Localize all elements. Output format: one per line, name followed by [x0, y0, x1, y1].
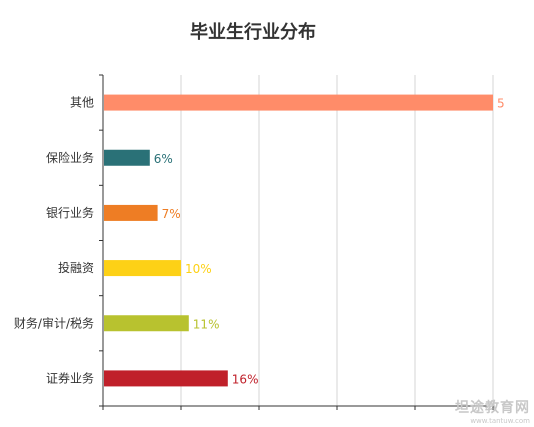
- category-label: 保险业务: [46, 150, 94, 165]
- category-label: 银行业务: [46, 205, 94, 220]
- value-label: 7%: [162, 207, 181, 221]
- watermark: 坦途教育网 www.tantuw.com: [455, 397, 530, 425]
- bars: [104, 94, 493, 387]
- bar-0: [104, 94, 493, 111]
- category-label: 投融资: [58, 260, 94, 275]
- value-label: 5: [497, 97, 505, 111]
- labels: 其他 5 保险业务 6% 银行业务 7% 投融资 10% 财务/审计/税务 11% 证券业务 16%: [14, 96, 505, 387]
- category-label: 财务/审计/税务: [14, 315, 94, 330]
- chart-title: 毕业生行业分布: [190, 22, 316, 43]
- value-label: 16%: [232, 372, 259, 386]
- category-label: 其他: [70, 96, 94, 110]
- axes: [99, 74, 494, 410]
- value-label: 11%: [193, 317, 220, 331]
- bar-4: [104, 315, 189, 332]
- bar-1: [104, 149, 150, 166]
- bar-3: [104, 260, 181, 277]
- watermark-sub: www.tantuw.com: [470, 417, 530, 425]
- bar-2: [104, 204, 158, 221]
- bar-5: [104, 370, 228, 387]
- category-label: 证券业务: [46, 370, 94, 385]
- value-label: 10%: [185, 262, 212, 276]
- grid-lines: [180, 75, 494, 406]
- watermark-main: 坦途教育网: [455, 400, 530, 416]
- value-label: 6%: [154, 152, 173, 166]
